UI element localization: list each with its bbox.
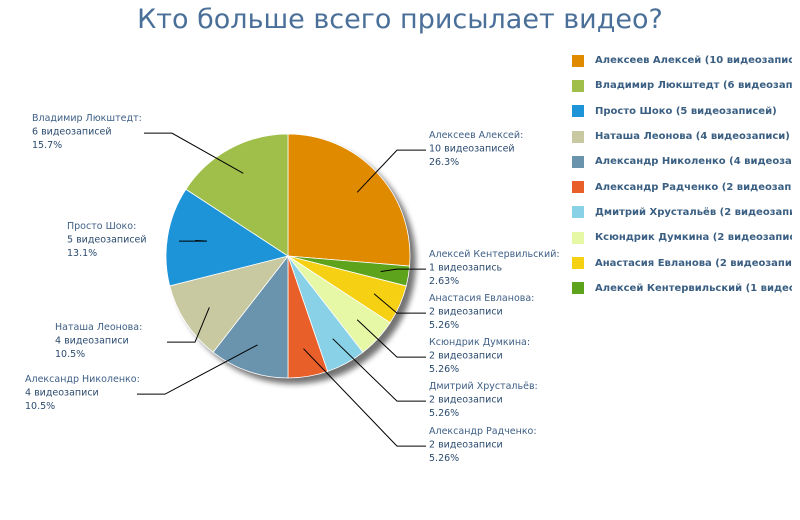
callout-count-просто-шоко: 5 видеозаписей xyxy=(67,235,147,246)
legend-swatch xyxy=(572,231,584,244)
callout-name-ксюндрик-думкина: Ксюндрик Думкина: xyxy=(429,337,530,348)
callout-count-анастасия-евланова: 2 видеозаписи xyxy=(429,307,503,318)
legend-swatch xyxy=(572,130,584,143)
pie-slice-владимир-люкштедт[interactable] xyxy=(185,133,289,257)
leader-line-александр-радченко xyxy=(303,348,426,447)
callout-name-александр-николенко: Александр Николенко: xyxy=(25,374,140,385)
leader-line-дмитрий-хрустальёв xyxy=(332,338,426,402)
legend-item-александр-николенко[interactable]: Александр Николенко (4 видеозаписи) xyxy=(570,149,792,174)
callout-percent-александр-радченко: 5.26% xyxy=(429,453,459,464)
leader-line-александр-николенко xyxy=(137,344,258,395)
callout-count-алексей-кентервильский: 1 видеозапись xyxy=(429,263,503,274)
legend-label: Александр Радченко (2 видеозаписи) xyxy=(595,181,792,193)
page-title: Кто больше всего присылает видео? xyxy=(137,4,663,35)
legend-item-наташа-леонова[interactable]: Наташа Леонова (4 видеозаписи) xyxy=(570,124,792,149)
callout-count-алексеев-алексей: 10 видеозаписей xyxy=(429,144,515,155)
legend-swatch xyxy=(572,181,584,194)
callout-percent-александр-николенко: 10.5% xyxy=(25,401,55,412)
leader-line-алексей-кентервильский xyxy=(380,268,426,272)
legend-label: Просто Шоко (5 видеозаписей) xyxy=(595,105,777,117)
callout-percent-дмитрий-хрустальёв: 5.26% xyxy=(429,408,459,419)
pie-slice-наташа-леонова[interactable] xyxy=(169,255,290,353)
callout-percent-наташа-леонова: 10.5% xyxy=(55,349,85,360)
legend-swatch xyxy=(572,206,584,219)
leader-line-алексеев-алексей xyxy=(356,149,426,193)
callout-percent-алексеев-алексей: 26.3% xyxy=(429,157,459,168)
pie-slice-алексеев-алексей[interactable] xyxy=(287,133,411,267)
callout-percent-ксюндрик-думкина: 5.26% xyxy=(429,364,459,375)
callout-name-владимир-люкштедт: Владимир Люкштедт: xyxy=(32,113,142,124)
callout-count-наташа-леонова: 4 видеозаписи xyxy=(55,336,129,347)
leader-line-наташа-леонова xyxy=(167,307,210,343)
legend-label: Алексеев Алексей (10 видеозаписей) xyxy=(595,55,792,67)
callout-name-алексей-кентервильский: Алексей Кентервильский: xyxy=(429,249,560,260)
legend-swatch xyxy=(572,257,584,270)
legend-swatch xyxy=(572,79,584,92)
callout-count-дмитрий-хрустальёв: 2 видеозаписи xyxy=(429,395,503,406)
legend-label: Алексей Кентервильский (1 видеозапись) xyxy=(595,282,792,294)
callout-name-алексеев-алексей: Алексеев Алексей: xyxy=(429,130,523,141)
callout-count-владимир-люкштедт: 6 видеозаписей xyxy=(32,127,112,138)
legend-item-владимир-люкштедт[interactable]: Владимир Люкштедт (6 видеозаписей) xyxy=(570,73,792,98)
callout-count-александр-николенко: 4 видеозаписи xyxy=(25,388,99,399)
callout-percent-владимир-люкштедт: 15.7% xyxy=(32,140,62,151)
chart-legend: Алексеев Алексей (10 видеозаписей) Владим… xyxy=(570,48,792,301)
callout-name-просто-шоко: Просто Шоко: xyxy=(67,221,136,232)
callout-percent-просто-шоко: 13.1% xyxy=(67,248,97,259)
legend-swatch xyxy=(572,155,584,168)
legend-item-алексей-кентервильский[interactable]: Алексей Кентервильский (1 видеозапись) xyxy=(570,276,792,301)
legend-swatch xyxy=(572,54,584,67)
legend-label: Дмитрий Хрустальёв (2 видеозаписи) xyxy=(595,206,792,218)
callout-percent-алексей-кентервильский: 2.63% xyxy=(429,276,459,287)
legend-item-ксюндрик-думкина[interactable]: Ксюндрик Думкина (2 видеозаписи) xyxy=(570,225,792,250)
legend-label: Александр Николенко (4 видеозаписи) xyxy=(595,156,792,168)
legend-label: Владимир Люкштедт (6 видеозаписей) xyxy=(595,80,792,92)
pie-slice-просто-шоко[interactable] xyxy=(165,188,289,287)
callout-name-наташа-леонова: Наташа Леонова: xyxy=(55,322,142,333)
callout-name-анастасия-евланова: Анастасия Евланова: xyxy=(429,293,534,304)
legend-item-дмитрий-хрустальёв[interactable]: Дмитрий Хрустальёв (2 видеозаписи) xyxy=(570,200,792,225)
pie-slice-александр-николенко[interactable] xyxy=(212,254,289,379)
legend-label: Ксюндрик Думкина (2 видеозаписи) xyxy=(595,232,792,244)
legend-item-александр-радченко[interactable]: Александр Радченко (2 видеозаписи) xyxy=(570,174,792,199)
legend-label: Анастасия Евланова (2 видеозаписи) xyxy=(595,257,792,269)
leader-line-просто-шоко xyxy=(179,240,208,242)
callout-count-александр-радченко: 2 видеозаписи xyxy=(429,440,503,451)
legend-item-алексеев-алексей[interactable]: Алексеев Алексей (10 видеозаписей) xyxy=(570,48,792,73)
callout-count-ксюндрик-думкина: 2 видеозаписи xyxy=(429,351,503,362)
callout-name-дмитрий-хрустальёв: Дмитрий Хрустальёв: xyxy=(429,381,538,392)
legend-swatch xyxy=(572,282,584,295)
callout-name-александр-радченко: Александр Радченко: xyxy=(429,426,537,437)
legend-label: Наташа Леонова (4 видеозаписи) xyxy=(595,131,790,143)
callout-percent-анастасия-евланова: 5.26% xyxy=(429,320,459,331)
legend-item-просто-шоко[interactable]: Просто Шоко (5 видеозаписей) xyxy=(570,99,792,124)
leader-line-ксюндрик-думкина xyxy=(356,319,426,358)
leader-line-владимир-люкштедт xyxy=(144,132,244,174)
leader-line-анастасия-евланова xyxy=(373,293,426,314)
pie-chart: Алексеев Алексей: 10 видеозаписей 26.3% Але… xyxy=(25,113,560,464)
legend-item-анастасия-евланова[interactable]: Анастасия Евланова (2 видеозаписи) xyxy=(570,250,792,275)
legend-swatch xyxy=(572,105,584,118)
